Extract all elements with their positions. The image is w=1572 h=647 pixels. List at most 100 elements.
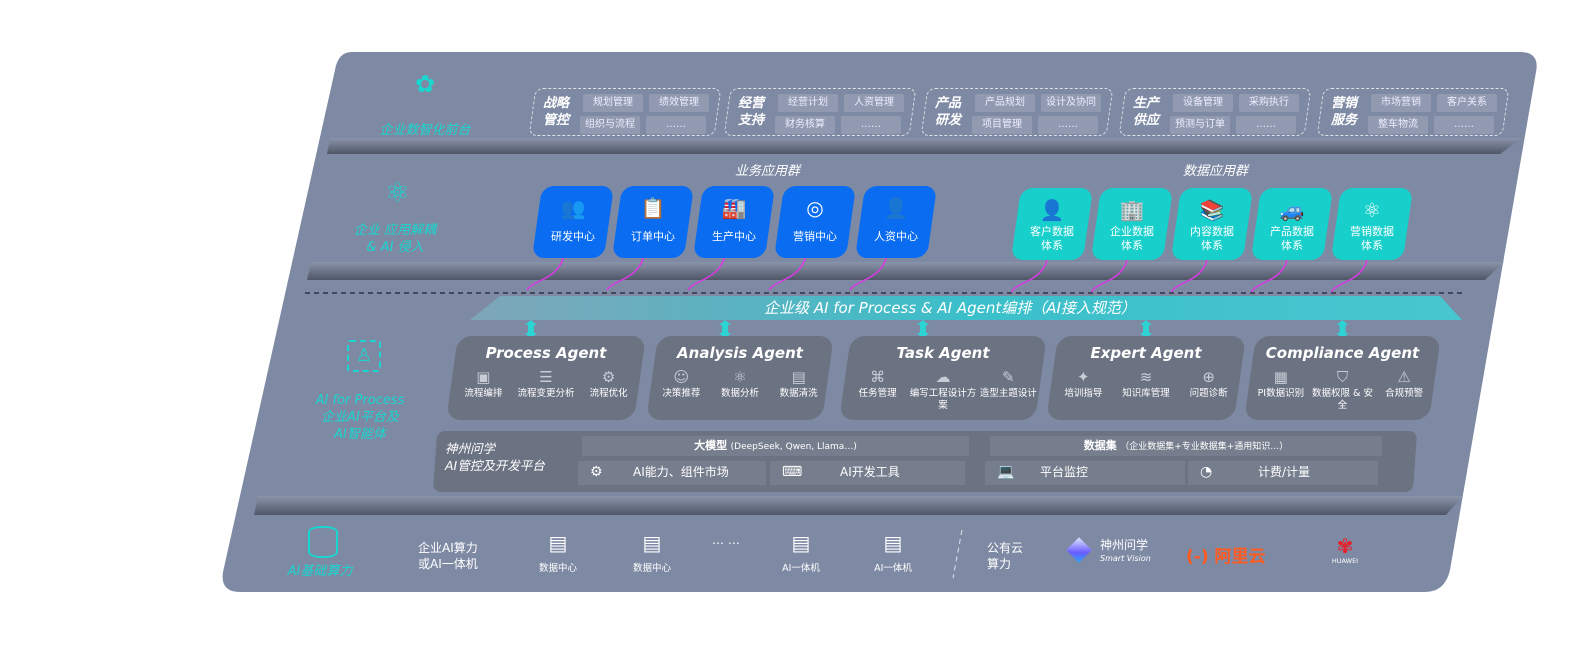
layer-label-frontend: 企业数智化前台	[379, 123, 471, 138]
layer-label-compute: AI基础算力	[287, 564, 353, 579]
agent-title: Expert Agent	[1090, 344, 1202, 362]
group-inner: 营销服务 市场营销 客户关系 整车物流 ……	[1321, 89, 1505, 135]
orchestration-banner-shape	[470, 296, 1462, 320]
agent-feature[interactable]: ⚠ 合规预警	[1369, 366, 1439, 400]
agent-card[interactable]: Compliance Agent ▦ PI数据识别 ⛉ 数据权限 & 安全 ⚠ 合规预警	[1244, 336, 1441, 420]
agent-card[interactable]: Task Agent ⌘ 任务管理 ☁ 编写工程设计方案 ✎ 造型主题设计	[839, 336, 1047, 420]
module-chip[interactable]: 产品规划	[975, 94, 1035, 112]
agent-feature[interactable]: ▣ 流程编排	[448, 366, 518, 400]
business-app-card[interactable]: ◎ 营销中心	[773, 186, 857, 258]
data-app-card[interactable]: 🏢 企业数据体系	[1090, 188, 1174, 260]
feature-label: 问题诊断	[1189, 388, 1228, 399]
enterprise-compute-label: 企业AI算力 或AI一体机	[418, 540, 478, 572]
cell-label: AI能力、组件市场	[633, 465, 729, 479]
agent-feature[interactable]: ☰ 流程变更分析	[511, 366, 581, 400]
module-chip[interactable]: 绩效管理	[649, 94, 709, 112]
server-icon: ▤	[791, 531, 811, 555]
module-chip[interactable]: 设计及协同	[1041, 94, 1101, 112]
data-app-card[interactable]: ⚛ 营销数据体系	[1330, 188, 1414, 260]
module-chip[interactable]: 项目管理	[972, 116, 1032, 134]
cell-label: AI开发工具	[840, 465, 900, 479]
module-chip[interactable]: 经营计划	[778, 94, 838, 112]
clean-icon: ▤	[791, 368, 806, 386]
group-inner: 生产供应 设备管理 采购执行 预测与订单 ……	[1123, 89, 1307, 135]
agent-feature[interactable]: ▦ PI数据识别	[1246, 366, 1316, 400]
card-content: 👤 人资中心	[860, 186, 932, 258]
agent-feature[interactable]: ▤ 数据清洗	[764, 366, 834, 400]
agent-title: Compliance Agent	[1265, 344, 1420, 362]
models-title: 大模型	[694, 439, 728, 452]
agent-card[interactable]: Analysis Agent ☺ 决策推荐 ⚛ 数据分析 ▤ 数据清洗	[646, 336, 834, 420]
agent-feature[interactable]: ✦ 培训指导	[1048, 366, 1118, 400]
card-label: 企业数据体系	[1110, 225, 1154, 252]
module-chip[interactable]: 预测与订单	[1170, 116, 1230, 134]
business-app-card[interactable]: 👥 研发中心	[531, 186, 615, 258]
agent-feature[interactable]: ☁ 编写工程设计方案	[908, 366, 978, 412]
platform-cell[interactable]: 💻 平台监控	[985, 461, 1185, 485]
provider-name: 神州问学	[1100, 538, 1149, 552]
business-app-card[interactable]: 📋 订单中心	[611, 186, 695, 258]
layer-label-apps: 企业 应用解耦 & AI 侵入	[340, 222, 450, 256]
card-content: 🚙 产品数据体系	[1256, 188, 1328, 260]
smart-vision-name: 神州问学 Smart Vision	[1100, 539, 1151, 565]
business-app-card[interactable]: 🏭 生产中心	[692, 186, 776, 258]
module-chip[interactable]: ……	[841, 116, 901, 134]
agent-feature[interactable]: ⊕ 问题诊断	[1174, 366, 1244, 400]
module-chip[interactable]: 财务核算	[775, 116, 835, 134]
agent-feature[interactable]: ⛉ 数据权限 & 安全	[1308, 366, 1378, 412]
platform-cell[interactable]: ⌨ AI开发工具	[770, 461, 965, 485]
provider-name: HUAWEI	[1331, 557, 1359, 565]
user-icon: 👤	[1039, 198, 1065, 222]
agent-content: Compliance Agent ▦ PI数据识别 ⛉ 数据权限 & 安全 ⚠ 合规预警	[1250, 336, 1435, 420]
card-content: 🏢 企业数据体系	[1096, 188, 1168, 260]
module-chip[interactable]: 整车物流	[1368, 116, 1428, 134]
module-chip[interactable]: 组织与流程	[580, 116, 640, 134]
layer-separator	[254, 496, 1463, 515]
module-chip[interactable]: 采购执行	[1239, 94, 1299, 112]
server-icon: ▤	[548, 531, 568, 555]
optimize-icon: ⚙	[601, 368, 616, 386]
agent-feature[interactable]: ⚙ 流程优化	[574, 366, 644, 400]
agent-card[interactable]: Process Agent ▣ 流程编排 ☰ 流程变更分析 ⚙ 流程优化	[446, 336, 646, 420]
module-chip[interactable]: 市场营销	[1371, 94, 1431, 112]
agent-feature[interactable]: ✎ 造型主题设计	[973, 366, 1043, 400]
layers-icon: ≋	[1139, 368, 1153, 386]
agent-feature[interactable]: ⌘ 任务管理	[843, 366, 913, 400]
compute-label-line: 企业AI算力	[418, 541, 478, 555]
chart-icon: ▣	[476, 368, 491, 386]
business-apps-title: 业务应用群	[735, 164, 801, 179]
platform-name-line: 神州问学	[445, 441, 496, 456]
agent-card[interactable]: Expert Agent ✦ 培训指导 ≋ 知识库管理 ⊕ 问题诊断	[1046, 336, 1246, 420]
module-chip[interactable]: ……	[1038, 116, 1098, 134]
business-app-card[interactable]: 👤 人资中心	[854, 186, 938, 258]
platform-cell[interactable]: ◔ 计费/计量	[1188, 461, 1378, 485]
platform-cell[interactable]: ⚙ AI能力、组件市场	[578, 461, 766, 485]
data-app-card[interactable]: 📚 内容数据体系	[1170, 188, 1254, 260]
agent-feature[interactable]: ≋ 知识库管理	[1111, 366, 1181, 400]
feature-label: 数据清洗	[779, 388, 818, 399]
data-app-card[interactable]: 🚙 产品数据体系	[1250, 188, 1334, 260]
layer-separator	[327, 138, 1522, 154]
huawei-flower-icon: ✾	[1336, 534, 1354, 558]
module-chip[interactable]: ……	[1434, 116, 1494, 134]
module-chip[interactable]: 规划管理	[583, 94, 643, 112]
orchestration-banner: 企业级 AI for Process & AI Agent编排（AI接入规范）	[764, 299, 1136, 317]
bidirectional-arrow-icon	[1140, 320, 1152, 339]
module-chip[interactable]: 客户关系	[1437, 94, 1497, 112]
frontend-group: 产品研发 产品规划 设计及协同 项目管理 ……	[920, 88, 1114, 136]
module-chip[interactable]: 设备管理	[1173, 94, 1233, 112]
module-chip[interactable]: ……	[1236, 116, 1296, 134]
feature-label: 造型主题设计	[979, 388, 1037, 399]
data-app-card[interactable]: 👤 客户数据体系	[1010, 188, 1094, 260]
card-content: 👥 研发中心	[537, 186, 609, 258]
network-icon: ⌘	[870, 368, 886, 386]
module-chip[interactable]: ……	[646, 116, 706, 134]
compute-item: ▤ AI一体机	[776, 530, 826, 574]
layer-label-line: AI智能体	[334, 427, 386, 442]
group-inner: 经营支持 经营计划 人资管理 财务核算 ……	[728, 89, 912, 135]
module-chip[interactable]: 人资管理	[844, 94, 904, 112]
building-icon: 🏢	[1119, 198, 1145, 222]
cell-label: 平台监控	[1040, 465, 1089, 479]
alert-icon: ⚠	[1397, 368, 1411, 386]
feature-label: 合规预警	[1385, 388, 1424, 399]
